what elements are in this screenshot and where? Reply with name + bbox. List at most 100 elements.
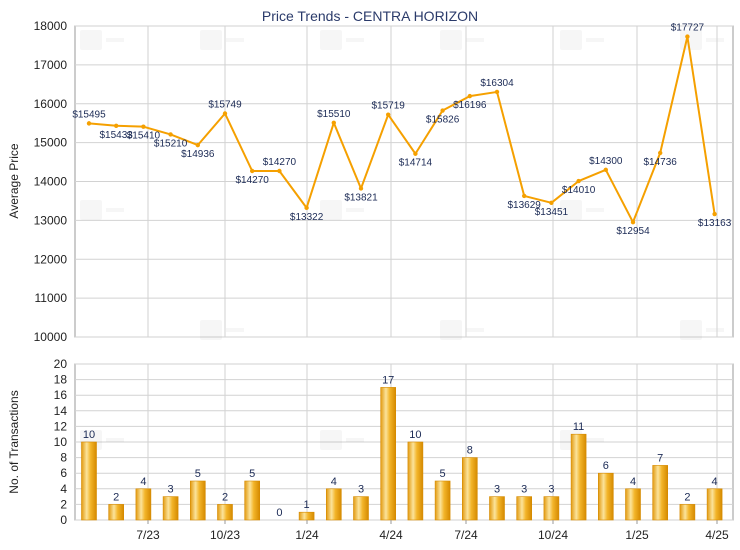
- transactions-bar[interactable]: [543, 496, 560, 521]
- price-data-label: $15410: [127, 131, 161, 142]
- price-y-tick-label: 13000: [34, 213, 68, 227]
- transactions-data-label: 2: [113, 491, 119, 503]
- price-data-label: $15826: [426, 115, 460, 126]
- price-point[interactable]: [250, 168, 255, 174]
- transactions-data-label: 3: [521, 484, 527, 496]
- price-point[interactable]: [413, 151, 418, 156]
- x-tick-label: 10/24: [538, 528, 568, 542]
- transactions-bar[interactable]: [516, 496, 533, 521]
- chart-title: Price Trends - CENTRA HORIZON: [262, 8, 478, 24]
- price-y-axis: 10000 11000 12000 13000 14000 15000 16000 17000…: [34, 19, 68, 344]
- price-point[interactable]: [195, 142, 200, 148]
- price-point[interactable]: [86, 121, 92, 126]
- transactions-bar[interactable]: [217, 504, 233, 521]
- transactions-bar[interactable]: [380, 387, 397, 521]
- transactions-data-label: 0: [276, 507, 282, 519]
- transactions-bar[interactable]: [135, 488, 152, 521]
- transactions-bar[interactable]: [434, 480, 451, 521]
- price-data-label: $13629: [508, 200, 542, 211]
- transactions-bar[interactable]: [679, 504, 696, 521]
- price-data-label: $14736: [644, 157, 678, 168]
- transactions-bar[interactable]: [244, 480, 260, 521]
- transactions-bar[interactable]: [461, 457, 478, 521]
- price-point[interactable]: [168, 132, 173, 137]
- price-data-label: $14270: [236, 175, 270, 186]
- price-point[interactable]: [576, 178, 581, 184]
- transactions-y-tick-label: 2: [60, 497, 67, 511]
- transactions-bar[interactable]: [298, 511, 315, 521]
- watermark-mark: [320, 30, 342, 50]
- transactions-bar[interactable]: [597, 472, 614, 521]
- price-data-label: $14936: [181, 149, 215, 160]
- price-point[interactable]: [222, 111, 228, 116]
- transactions-bar[interactable]: [81, 441, 97, 521]
- watermark-mark: [706, 328, 724, 332]
- price-point[interactable]: [386, 112, 391, 117]
- transactions-bar[interactable]: [625, 488, 641, 521]
- transactions-bar[interactable]: [706, 488, 723, 521]
- transactions-bar[interactable]: [325, 488, 342, 521]
- price-y-tick-label: 11000: [35, 291, 68, 305]
- transactions-y-tick-label: 20: [54, 357, 68, 371]
- transactions-bar[interactable]: [570, 433, 587, 521]
- price-data-label: $15510: [317, 109, 351, 120]
- watermark-mark: [346, 438, 364, 442]
- watermark-mark: [80, 30, 102, 50]
- price-point[interactable]: [603, 167, 608, 173]
- price-point[interactable]: [440, 108, 445, 113]
- watermark-mark: [226, 38, 244, 42]
- price-point[interactable]: [685, 34, 690, 39]
- price-point[interactable]: [494, 89, 500, 95]
- price-gridlines: [75, 25, 733, 338]
- price-y-tick-label: 12000: [34, 252, 68, 266]
- transactions-bar[interactable]: [353, 496, 369, 521]
- watermark-mark: [680, 320, 702, 340]
- price-point[interactable]: [304, 205, 309, 211]
- price-point[interactable]: [331, 120, 336, 125]
- watermark-mark: [226, 328, 244, 332]
- watermark-mark: [106, 438, 124, 442]
- transactions-bar[interactable]: [652, 465, 669, 521]
- watermark-mark: [80, 200, 102, 220]
- price-point[interactable]: [658, 150, 663, 156]
- price-point[interactable]: [522, 193, 527, 199]
- transactions-bar[interactable]: [162, 496, 179, 521]
- watermark-mark: [440, 320, 462, 340]
- watermark-mark: [320, 430, 342, 450]
- price-data-label: $14714: [399, 158, 433, 169]
- transactions-bar[interactable]: [108, 504, 124, 521]
- price-point[interactable]: [114, 123, 119, 128]
- transactions-y-tick-label: 14: [54, 404, 68, 418]
- price-data-label: $16196: [453, 100, 487, 111]
- price-line: [88, 35, 716, 224]
- transactions-x-axis: 7/23 10/23 1/24 4/24 7/24 10/24 1/25 4/25: [136, 520, 729, 542]
- transactions-data-label: 7: [657, 452, 663, 464]
- transactions-bar[interactable]: [489, 496, 505, 521]
- transactions-data-label: 3: [358, 484, 364, 496]
- price-data-label: $13451: [535, 207, 569, 218]
- transactions-data-label: 8: [467, 445, 473, 457]
- price-data-label: $15210: [154, 138, 188, 149]
- watermark-mark: [440, 30, 462, 50]
- price-point[interactable]: [549, 200, 554, 206]
- transactions-data-label: 10: [83, 429, 95, 441]
- price-point[interactable]: [358, 186, 364, 191]
- price-point[interactable]: [712, 211, 717, 217]
- price-point[interactable]: [141, 124, 146, 129]
- price-data-label: $15749: [208, 100, 242, 111]
- transactions-y-tick-label: 0: [60, 513, 67, 527]
- price-y-tick-label: 10000: [34, 330, 68, 344]
- price-point[interactable]: [630, 219, 636, 225]
- watermark-mark: [466, 328, 484, 332]
- price-point[interactable]: [277, 168, 282, 174]
- watermark-mark: [346, 38, 364, 42]
- price-data-label: $14300: [589, 156, 623, 167]
- price-point[interactable]: [467, 93, 472, 99]
- transactions-bar[interactable]: [190, 480, 206, 521]
- x-tick-label: 1/24: [295, 528, 319, 542]
- transactions-y-tick-label: 10: [54, 435, 68, 449]
- transactions-bar[interactable]: [407, 441, 424, 521]
- price-data-label: $13322: [290, 212, 324, 223]
- transactions-y-tick-label: 6: [60, 466, 67, 480]
